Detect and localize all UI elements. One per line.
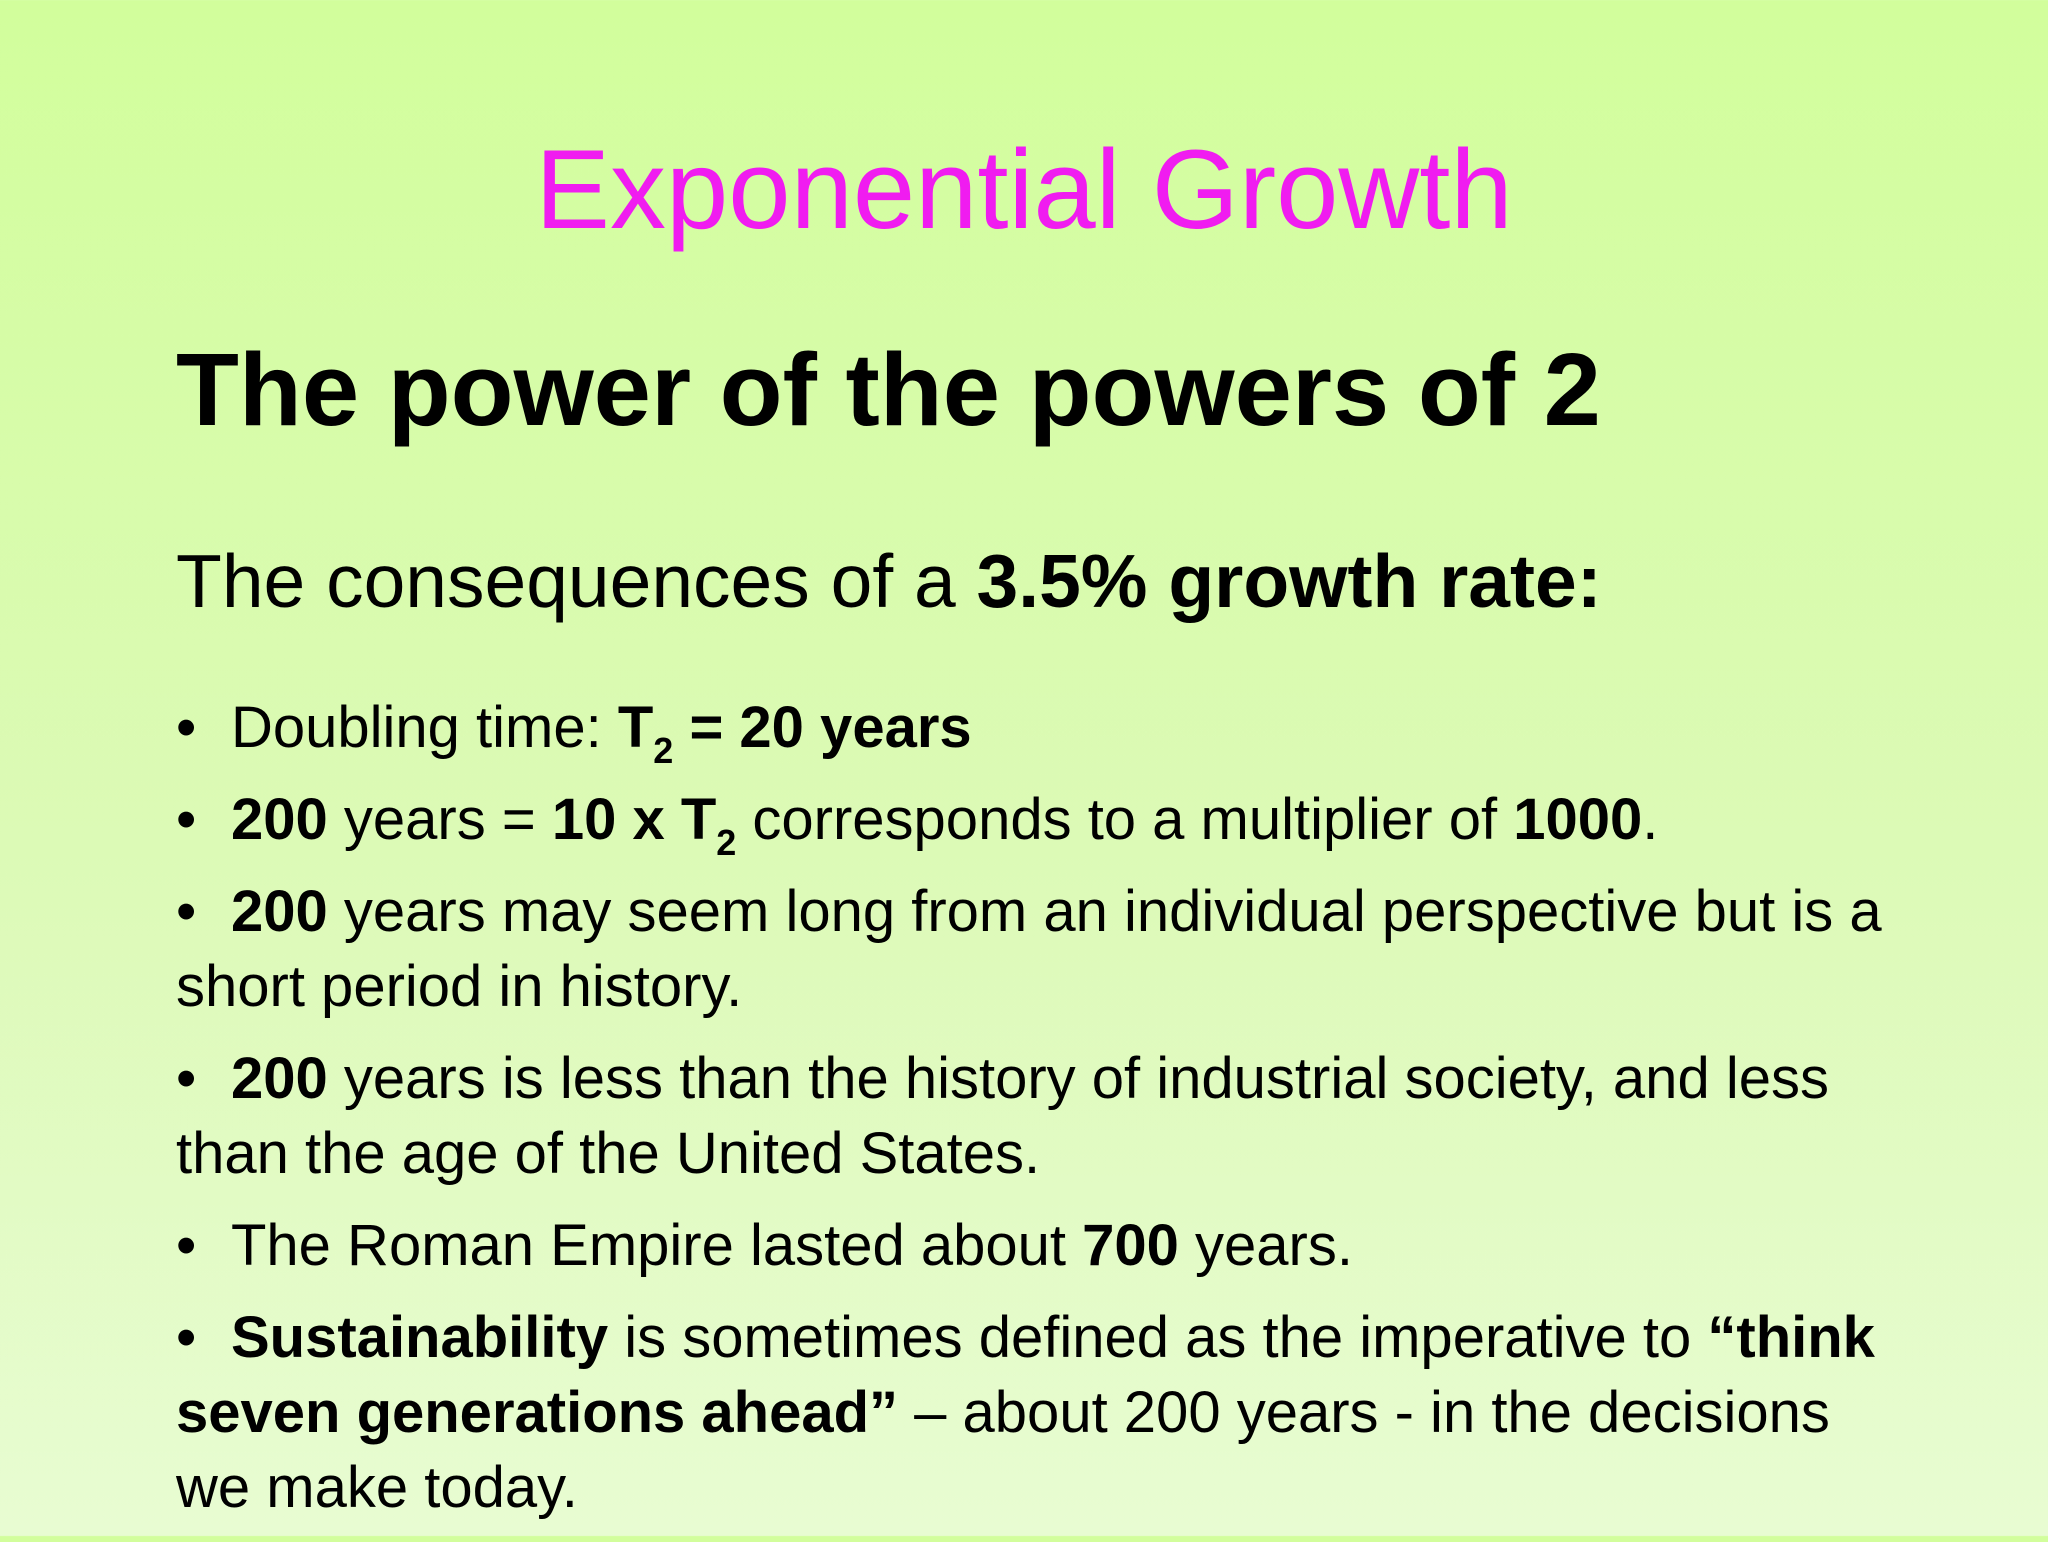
bullet-text-end: – about 200 years - in the decisions we … (176, 1380, 1830, 1520)
years-number: 200 (231, 1046, 328, 1111)
bullet-text-end: years. (1178, 1213, 1353, 1278)
bullet-sustainability: • Sustainability is sometimes defined as … (176, 1300, 1896, 1525)
subheading-prefix: The consequences of a (176, 539, 977, 623)
slide-title: Exponential Growth (535, 127, 1513, 252)
years-number: 200 (231, 879, 328, 944)
bullet-list: • Doubling time: T2 = 20 years • 200 years… (176, 690, 1896, 1542)
subheading-growth-rate: 3.5% growth rate: (976, 539, 1602, 623)
corresponds-text: corresponds to a multiplier of (736, 787, 1514, 852)
bullet-text: is sometimes defined as the imperative t… (608, 1305, 1708, 1370)
bullet-dot: • (176, 695, 197, 760)
doubling-label: Doubling time: (231, 695, 618, 760)
bullet-text: The Roman Empire lasted about (231, 1213, 1083, 1278)
ten-T-subscript: 2 (716, 822, 737, 863)
sustainability-term: Sustainability (231, 1305, 609, 1370)
bullet-multiplier: • 200 years = 10 x T2 corresponds to a mu… (176, 782, 1896, 861)
bullet-roman-empire: • The Roman Empire lasted about 700 years… (176, 1208, 1896, 1283)
slide-heading: The power of the powers of 2 (176, 332, 1601, 447)
bullet-text: years is less than the history of indust… (176, 1046, 1829, 1186)
bullet-dot: • (176, 1305, 197, 1370)
multiplier-value: 1000 (1513, 787, 1643, 852)
bullet-industrial-society: • 200 years is less than the history of i… (176, 1041, 1896, 1191)
years-text: years = (327, 787, 552, 852)
subheading: The consequences of a 3.5% growth rate: (176, 537, 1602, 625)
bullet-dot: • (176, 1046, 197, 1111)
period: . (1642, 787, 1659, 852)
doubling-value: = 20 years (673, 695, 972, 760)
years-number: 200 (231, 787, 328, 852)
ten-T: 10 x T (551, 787, 717, 852)
bullet-text: years may seem long from an individual p… (176, 879, 1882, 1019)
bullet-dot: • (176, 1213, 197, 1278)
bullet-dot: • (176, 787, 197, 852)
doubling-T: T (617, 695, 654, 760)
seven-generations-quote: “think seven generations ahead” (176, 1305, 1875, 1445)
bullet-doubling-time: • Doubling time: T2 = 20 years (176, 690, 1896, 769)
roman-years: 700 (1082, 1213, 1179, 1278)
bullet-individual-perspective: • 200 years may seem long from an individ… (176, 874, 1896, 1024)
doubling-subscript: 2 (653, 730, 674, 771)
bullet-dot: • (176, 879, 197, 944)
